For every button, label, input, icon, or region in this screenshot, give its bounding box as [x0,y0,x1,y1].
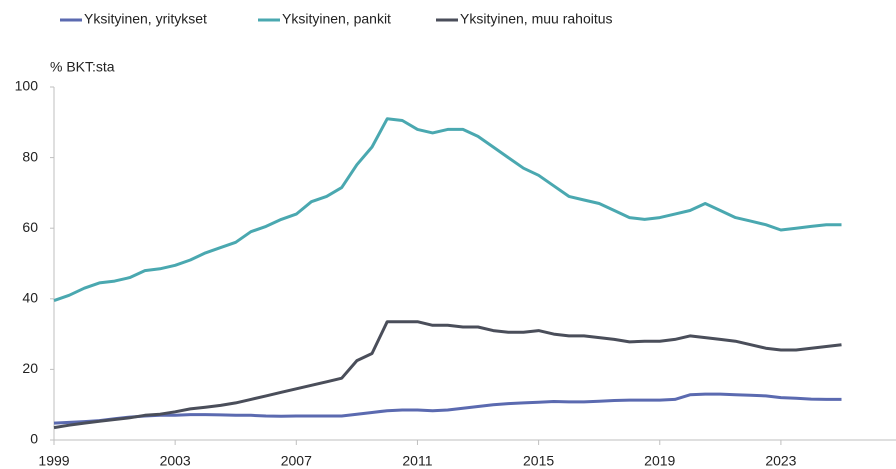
x-tick-label: 2003 [160,453,191,469]
legend-label: Yksityinen, pankit [282,11,391,27]
x-tick-label: 1999 [38,453,69,469]
y-tick-label: 60 [22,219,38,235]
x-tick-label: 2019 [644,453,675,469]
series-line [53,117,842,303]
y-tick-label: 80 [22,148,38,164]
x-tick-label: 2007 [281,453,312,469]
x-tick-label: 2011 [402,453,432,469]
legend-label: Yksityinen, yritykset [84,11,207,27]
x-tick-label: 2015 [523,453,554,469]
x-tick-label: 2023 [765,453,796,469]
series-line [53,320,842,430]
y-tick-label: 20 [22,360,38,376]
y-tick-label: 40 [22,290,38,306]
y-axis-label: % BKT:sta [50,59,115,75]
series-line [53,392,842,425]
legend-label: Yksityinen, muu rahoitus [460,11,613,27]
y-tick-label: 0 [30,431,38,447]
y-tick-label: 100 [15,78,39,94]
